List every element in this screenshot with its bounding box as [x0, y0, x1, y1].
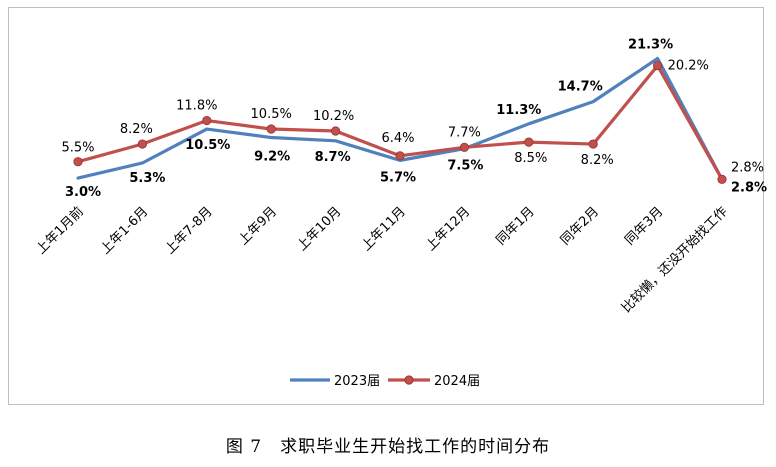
data-label-2023: 14.7%	[558, 80, 603, 95]
data-label-2023: 2.8%	[731, 180, 767, 195]
marker-2024-1	[137, 139, 147, 149]
series-lines	[76, 56, 724, 181]
legend: 2023届 2024届	[290, 374, 480, 389]
data-label-2023: 11.3%	[496, 103, 541, 118]
series-line-2023	[76, 56, 724, 181]
figure-caption: 图 7 求职毕业生开始找工作的时间分布	[225, 437, 551, 457]
x-tick-label: 上年7-8月	[162, 204, 215, 257]
legend-marker-2024	[404, 375, 414, 385]
x-tick-labels: 上年1月前 上年1-6月 上年7-8月 上年9月 上年10月 上年11月 上年12月 同年1月…	[33, 204, 731, 316]
data-label-2023: 8.7%	[315, 150, 351, 165]
data-label-2023: 21.3%	[628, 38, 673, 53]
data-label-2024: 8.5%	[514, 151, 547, 166]
x-tick-label: 上年1月前	[33, 204, 87, 258]
marker-2024-7	[524, 137, 534, 147]
data-label-2024: 8.2%	[120, 122, 153, 137]
line-chart: 5.5% 8.2% 11.8% 10.5% 10.2% 6.4% 7.7% 8.5% 8.2% 2…	[33, 38, 767, 389]
data-label-2024: 10.5%	[251, 107, 292, 122]
x-tick-label: 上年9月	[236, 204, 280, 248]
marker-2024-2	[202, 115, 212, 126]
x-tick-label: 同年3月	[622, 204, 666, 248]
data-label-2024: 5.5%	[61, 141, 94, 156]
marker-2024-0	[73, 157, 83, 167]
x-tick-label: 上年10月	[295, 204, 345, 254]
series-markers	[73, 61, 727, 184]
data-label-2023: 10.5%	[185, 138, 230, 153]
data-label-2023: 5.3%	[129, 171, 165, 186]
x-tick-label: 上年11月	[359, 204, 409, 254]
data-label-2023: 3.0%	[65, 185, 101, 200]
data-label-2023: 5.7%	[380, 170, 416, 185]
data-label-2023: 9.2%	[254, 150, 290, 165]
marker-2024-5	[395, 151, 405, 161]
marker-2024-9	[652, 61, 663, 71]
marker-2024-6	[459, 142, 469, 152]
x-tick-label: 上年1-6月	[98, 204, 151, 257]
data-label-2024: 7.7%	[448, 125, 481, 140]
data-label-2024: 10.2%	[313, 109, 354, 124]
x-tick-label: 同年1月	[494, 204, 538, 248]
data-label-2024: 8.2%	[581, 153, 614, 168]
data-label-2023: 7.5%	[447, 159, 483, 174]
marker-2024-10	[717, 174, 727, 184]
marker-2024-4	[330, 126, 341, 136]
marker-2024-8	[588, 139, 598, 149]
legend-label-2023: 2023届	[334, 374, 380, 389]
marker-2024-3	[266, 124, 276, 134]
data-label-2024: 20.2%	[668, 59, 709, 74]
series-line-2024	[76, 64, 724, 181]
x-tick-label: 上年12月	[423, 204, 473, 254]
x-tick-label: 同年2月	[558, 204, 602, 248]
data-label-2024: 6.4%	[381, 131, 414, 146]
x-tick-label: 比较懒，还没开始找工作	[619, 204, 731, 316]
data-label-2024: 2.8%	[731, 160, 764, 175]
legend-label-2024: 2024届	[434, 374, 480, 389]
data-label-2024: 11.8%	[176, 99, 217, 114]
data-labels: 5.5% 8.2% 11.8% 10.5% 10.2% 6.4% 7.7% 8.5% 8.2% 2…	[61, 38, 767, 200]
